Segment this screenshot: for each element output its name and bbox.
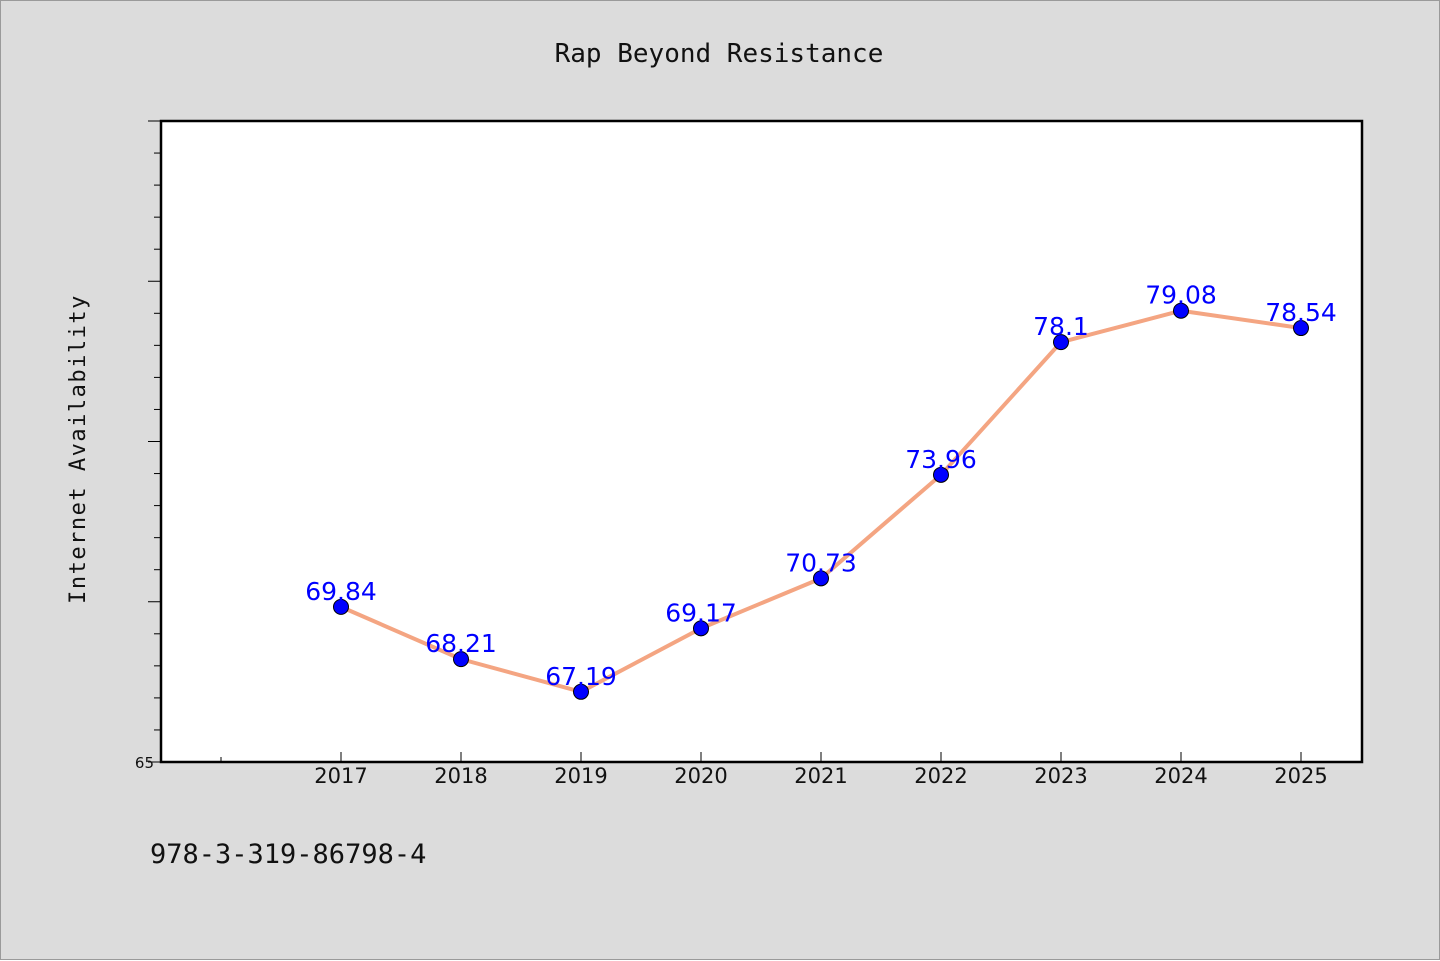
y-axis-label: Internet Availability	[66, 294, 91, 604]
data-point	[453, 651, 469, 668]
isbn-footer: 978-3-319-86798-4	[150, 839, 426, 870]
data-label: 69.84	[305, 577, 377, 606]
x-tick-label: 2021	[794, 764, 847, 788]
chart-title: Rap Beyond Resistance	[555, 39, 884, 69]
data-point	[1173, 302, 1189, 319]
data-point	[573, 683, 589, 700]
data-point	[813, 570, 829, 587]
x-tick-label: 2018	[434, 764, 487, 788]
data-label: 73.96	[905, 445, 977, 474]
data-point	[933, 466, 949, 483]
x-tick-label: 2023	[1034, 764, 1087, 788]
data-label: 68.21	[425, 629, 497, 658]
x-tick-label: 2024	[1154, 764, 1207, 788]
y-tick-label: 65	[135, 754, 154, 772]
x-axis-ticks: 2017 2018 2019 2020 2021 2022 2023 2024 2025	[220, 752, 1328, 788]
data-point	[333, 598, 349, 615]
series-layer	[333, 302, 1309, 700]
data-label: 70.73	[785, 548, 857, 577]
data-label: 69.17	[665, 598, 737, 627]
data-label: 78.54	[1265, 298, 1337, 327]
data-label: 78.1	[1033, 312, 1089, 341]
data-point	[1293, 320, 1309, 337]
data-labels-layer: 69.84 68.21 67.19 69.17 70.73 73.96 78.1 79.08 7…	[305, 281, 1337, 691]
x-tick-label: 2020	[674, 764, 727, 788]
data-label: 79.08	[1145, 281, 1217, 310]
data-point	[1053, 334, 1069, 351]
plot-area	[159, 119, 1364, 764]
data-point	[693, 620, 709, 637]
y-axis-ticks: 65	[135, 120, 161, 772]
x-tick-label: 2022	[914, 764, 967, 788]
x-tick-label: 2017	[314, 764, 367, 788]
x-tick-label: 2019	[554, 764, 607, 788]
x-tick-label: 2025	[1274, 764, 1327, 788]
data-label: 67.19	[545, 662, 617, 691]
